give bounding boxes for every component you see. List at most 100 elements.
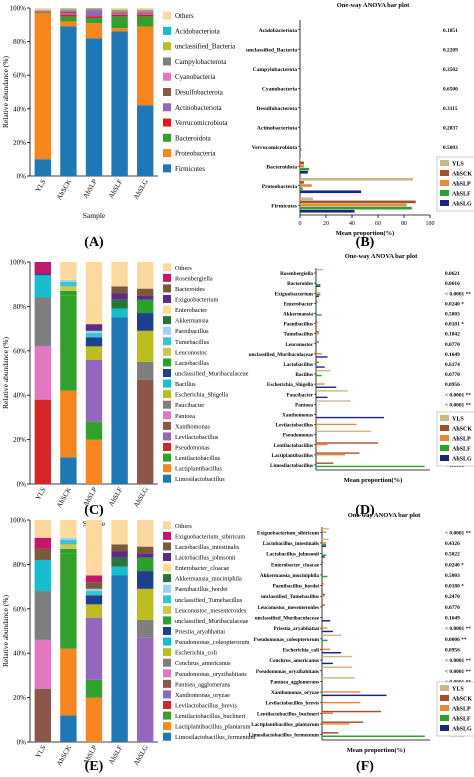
bar (316, 269, 324, 271)
x-tick-label: 20 (323, 221, 329, 227)
legend-swatch (163, 305, 171, 314)
bar (300, 158, 301, 162)
legend-entry: Tumebacillus (175, 339, 210, 346)
legend-swatch (440, 715, 449, 721)
panel-label: (A) (84, 235, 104, 250)
bar (316, 283, 321, 286)
bar-segment (60, 8, 77, 10)
legend-entry: AhSCK (452, 697, 472, 703)
legend-swatch (163, 464, 171, 473)
y-tick-label: Pantoea_agglomerans (270, 679, 319, 685)
legend-swatch (163, 347, 171, 356)
bar (300, 203, 407, 207)
y-tick-label: 20% (13, 694, 26, 702)
x-tick-label: AhSCK (55, 486, 73, 509)
bar-segment (137, 330, 154, 362)
bar (322, 604, 325, 606)
bar (316, 423, 357, 426)
bar (316, 331, 319, 333)
bar (316, 361, 319, 363)
legend-entry: Limosilactobacillus (175, 476, 225, 483)
p-value-label: 0.5003 (443, 145, 458, 151)
y-tick-label: Lentilactobacillus_buchneri (257, 711, 320, 717)
bar (300, 167, 310, 171)
bar-segment (111, 308, 128, 318)
x-tick-label: 0 (299, 221, 302, 227)
legend-entry: Cenchrus_americanus (175, 660, 231, 667)
bar-segment (85, 421, 103, 440)
legend-entry: Lentilactobacillus_buchneri (175, 713, 246, 720)
bar (322, 543, 327, 546)
legend-entry: Enterobacter (175, 307, 208, 314)
legend-swatch (163, 11, 171, 20)
bar-segment (34, 537, 51, 549)
bar-segment (137, 26, 154, 106)
bar (322, 545, 327, 547)
p-value-label: 0.0180 * (445, 584, 464, 590)
bar (322, 655, 353, 658)
y-tick-label: 80% (13, 561, 26, 569)
bar-segment (85, 439, 103, 484)
panel-label: (B) (356, 235, 375, 250)
y-tick-label: 100% (10, 517, 27, 525)
bar (300, 161, 304, 165)
y-tick-label: Pantoea (295, 402, 313, 408)
y-tick-label: Acidobacteriota (259, 28, 297, 34)
y-tick-label: Exiguobacterium_sibiricum (257, 530, 320, 536)
bar (322, 723, 350, 725)
bar (322, 677, 355, 679)
y-tick-label: 40% (13, 392, 26, 400)
y-tick-label: 100% (10, 259, 27, 267)
bar (322, 538, 329, 541)
y-tick-label: Akkermansia_muciniphila (260, 573, 319, 579)
bar (322, 584, 324, 587)
bar-segment (137, 379, 154, 484)
bar-segment (60, 648, 77, 716)
y-tick-label: 40% (13, 650, 26, 658)
y-tick-label: Lactobacillus (283, 362, 313, 368)
p-value-label: 0.1649 (445, 616, 460, 622)
legend-swatch (163, 432, 171, 441)
legend-swatch (163, 133, 171, 142)
legend-swatch (163, 72, 171, 81)
bar (316, 295, 319, 298)
legend-entry: Rosenbergiella (175, 275, 213, 282)
x-tick-label: AhSLF (107, 486, 124, 508)
y-tick-label: Lentilactobacillus (274, 443, 313, 449)
bar-segment (60, 520, 77, 536)
legend-entry: AhSCK (452, 172, 472, 178)
bar-segment (34, 559, 51, 592)
y-tick-label: Enterobacter (284, 301, 314, 307)
bar (322, 630, 333, 633)
y-tick-label: Bacillus (295, 372, 313, 378)
x-tick-label: 100 (426, 221, 435, 227)
legend-entry: Levilactobacillus_brevis (175, 703, 237, 710)
y-tick-label: Firmicutes (271, 203, 298, 209)
bar (316, 289, 318, 291)
bar-segment (85, 575, 103, 583)
bar-segment (111, 10, 128, 11)
bar-segment (85, 582, 103, 589)
p-value-label: 0.0770 (445, 372, 460, 378)
y-tick-label: Enterobacter_cloacae (271, 562, 320, 568)
anova-bar-chart-F: One-way ANOVA bar plot Mean proportion(%)… (249, 512, 474, 774)
p-value-label: 0.0240 * (445, 301, 464, 307)
bar (316, 396, 328, 399)
legend-entry: Escherichia_Shigella (175, 392, 228, 399)
bar-segment (85, 591, 103, 596)
legend-swatch (163, 26, 171, 35)
y-tick-label: Paenibacillus (284, 322, 313, 328)
bar (316, 443, 328, 446)
bar-segment (34, 548, 51, 560)
panel-label: (F) (356, 759, 374, 774)
bar (322, 710, 381, 713)
bar (300, 209, 355, 213)
bar-segment (34, 399, 51, 484)
legend-swatch (163, 337, 171, 346)
bar-segment (111, 10, 128, 12)
bar (316, 400, 351, 402)
p-value-label: 0.0956 (445, 382, 460, 388)
legend-entry: YLS (452, 417, 464, 423)
legend-swatch (163, 400, 171, 409)
y-tick-label: Pseudomonas (283, 433, 313, 439)
